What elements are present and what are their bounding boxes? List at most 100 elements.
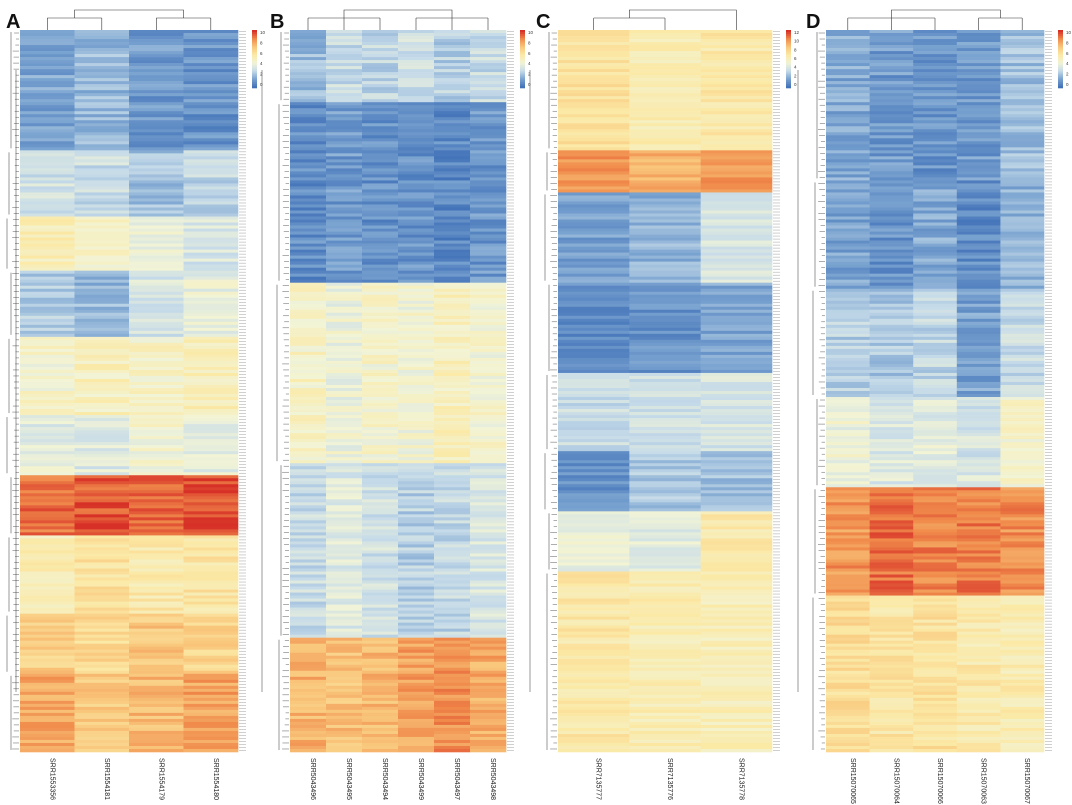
heatmap-cell [434,541,471,545]
heatmap-cell [700,472,773,476]
heatmap-cell [434,297,471,302]
heatmap-cell [398,210,435,214]
heatmap-cell [470,225,507,229]
heatmap-cell [913,360,958,365]
heatmap-cell [183,700,239,705]
heatmap-cell [913,66,958,70]
heatmap-cell [558,409,630,413]
heatmap-cell [869,201,914,205]
heatmap-cell [470,135,507,139]
heatmap-cell [326,589,363,593]
heatmap-cell [74,57,130,61]
heatmap-cell [700,637,773,641]
heatmap-cell [1000,195,1045,199]
heatmap-cell [1000,357,1045,362]
heatmap-cell [290,439,327,443]
heatmap-cell [869,249,914,253]
heatmap-cell [1000,321,1045,326]
heatmap-cell [629,42,701,46]
heatmap-cell [629,679,701,684]
legend-swatch [786,33,791,37]
heatmap-cell [700,141,773,145]
heatmap-cell [826,207,870,211]
heatmap-cell [129,682,184,687]
heatmap-cell [434,378,471,383]
heatmap-cell [183,595,239,599]
heatmap-cell [290,454,327,458]
heatmap-cell [183,592,239,596]
heatmap-cell [129,601,184,605]
heatmap-cell [700,553,773,557]
heatmap-cell [434,126,471,130]
heatmap-cell [826,342,870,347]
heatmap-cell [434,391,471,395]
heatmap-cell [558,81,630,85]
heatmap-cell [470,421,507,425]
column-dendrogram [46,9,212,30]
heatmap-cell [326,562,363,566]
heatmap-cell [129,676,184,681]
heatmap-cell [398,655,435,660]
heatmap-cell [20,400,75,404]
heatmap-cell [74,574,130,578]
heatmap-cell [129,75,184,79]
legend-tick-label: 4 [528,61,531,66]
heatmap-cell [129,183,184,187]
heatmap-cell [913,327,958,332]
heatmap-cell [362,553,399,557]
heatmap-cell [629,745,701,750]
heatmap-cell [956,54,1001,58]
heatmap-cell [700,541,773,545]
heatmap-cell [913,123,958,127]
legend-swatch [520,70,525,73]
heatmap-cell [326,493,363,497]
heatmap-cell [362,481,399,485]
heatmap-cell [700,742,773,747]
heatmap-cell [183,336,239,341]
heatmap-cell [20,240,75,244]
heatmap-cell [20,673,75,678]
heatmap-cell [470,87,507,91]
heatmap-cell [470,342,507,347]
heatmap-cell [913,315,958,320]
heatmap-cell [629,466,701,470]
heatmap-cell [326,207,363,211]
heatmap-cell [183,354,239,359]
heatmap-cell [700,309,773,314]
heatmap-cell [74,442,130,446]
heatmap-cell [326,679,363,684]
heatmap-cell [629,583,701,587]
heatmap-cell [326,733,363,738]
heatmap-cell [398,243,435,247]
heatmap-cell [290,553,327,557]
heatmap-cell [74,87,130,91]
heatmap-cell [913,156,958,160]
heatmap-cell [20,249,75,253]
heatmap-cell [20,451,75,455]
heatmap-cell [826,114,870,118]
heatmap-cell [470,637,507,641]
heatmap-cell [869,180,914,184]
heatmap-cell [326,141,363,145]
heatmap-cell [20,430,75,434]
heatmap-cell [129,397,184,401]
heatmap-cell [629,186,701,190]
heatmap-cell [629,652,701,657]
heatmap-cell [74,454,130,458]
heatmap-cell [956,391,1001,395]
heatmap-cell [434,30,471,34]
heatmap-cell [470,565,507,569]
heatmap-cell [398,318,435,323]
heatmap-cell [183,90,239,94]
heatmap-cell [20,535,75,539]
heatmap-cell [913,141,958,145]
heatmap-cell [470,243,507,247]
heatmap-cell [869,60,914,64]
heatmap-cell [700,610,773,614]
heatmap-cell [470,430,507,434]
heatmap-cell [20,273,75,277]
heatmap-cell [629,93,701,97]
heatmap-cell [700,282,773,287]
heatmap-cell [398,267,435,271]
heatmap-cell [434,60,471,64]
